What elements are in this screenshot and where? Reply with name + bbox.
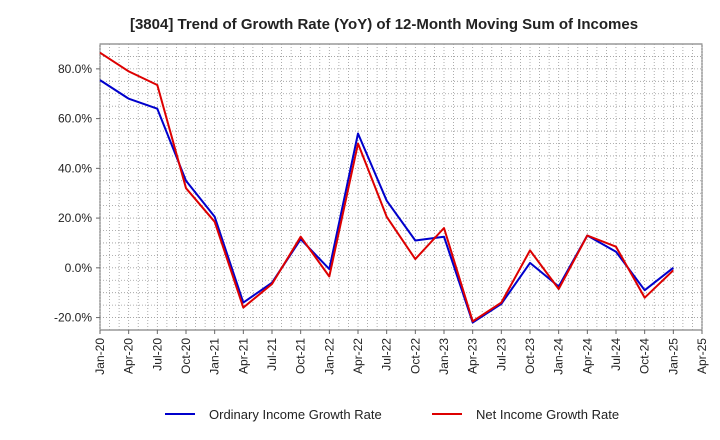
- x-tick-label: Apr-25: [695, 338, 709, 374]
- y-tick-label: 80.0%: [58, 62, 92, 76]
- x-tick-label: Jul-21: [265, 338, 279, 371]
- x-tick-label: Apr-20: [122, 338, 136, 374]
- x-tick-label: Jan-23: [437, 338, 451, 375]
- x-tick-label: Jan-21: [208, 338, 222, 375]
- legend-label: Ordinary Income Growth Rate: [209, 407, 382, 422]
- y-tick-label: 0.0%: [65, 261, 93, 275]
- x-tick-label: Jul-23: [494, 338, 508, 371]
- legend-label: Net Income Growth Rate: [476, 407, 619, 422]
- plot-area: [99, 43, 703, 331]
- y-tick-label: 60.0%: [58, 112, 92, 126]
- x-tick-label: Jul-22: [380, 338, 394, 371]
- x-tick-label: Jul-20: [150, 338, 164, 371]
- x-tick-label: Jan-24: [552, 338, 566, 375]
- x-axis: Jan-20 Apr-20 Jul-20 Oct-20 Jan-21 Apr-21 Jul-…: [93, 330, 709, 375]
- x-tick-label: Oct-22: [408, 338, 422, 374]
- y-tick-label: 40.0%: [58, 161, 92, 175]
- legend: Ordinary Income Growth Rate Net Income Gr…: [165, 407, 619, 422]
- y-tick-label: 20.0%: [58, 211, 92, 225]
- x-tick-label: Apr-24: [580, 338, 594, 374]
- y-axis: -20.0% 0.0% 20.0% 40.0% 60.0% 80.0%: [54, 62, 100, 325]
- y-tick-label: -20.0%: [54, 311, 92, 325]
- x-tick-label: Oct-24: [638, 338, 652, 374]
- series-lines: [99, 51, 674, 324]
- x-tick-label: Jan-20: [93, 338, 107, 375]
- x-tick-label: Apr-22: [351, 338, 365, 374]
- x-tick-label: Jan-25: [666, 338, 680, 375]
- x-tick-label: Oct-21: [294, 338, 308, 374]
- x-tick-label: Oct-23: [523, 338, 537, 374]
- grid-lines: [99, 44, 703, 330]
- x-tick-label: Apr-21: [236, 338, 250, 374]
- series-line: [99, 51, 674, 323]
- x-tick-label: Oct-20: [179, 338, 193, 374]
- chart-title: [3804] Trend of Growth Rate (YoY) of 12-…: [130, 16, 638, 33]
- x-tick-label: Apr-23: [466, 338, 480, 374]
- x-tick-label: Jul-24: [609, 338, 623, 371]
- x-tick-label: Jan-22: [322, 338, 336, 375]
